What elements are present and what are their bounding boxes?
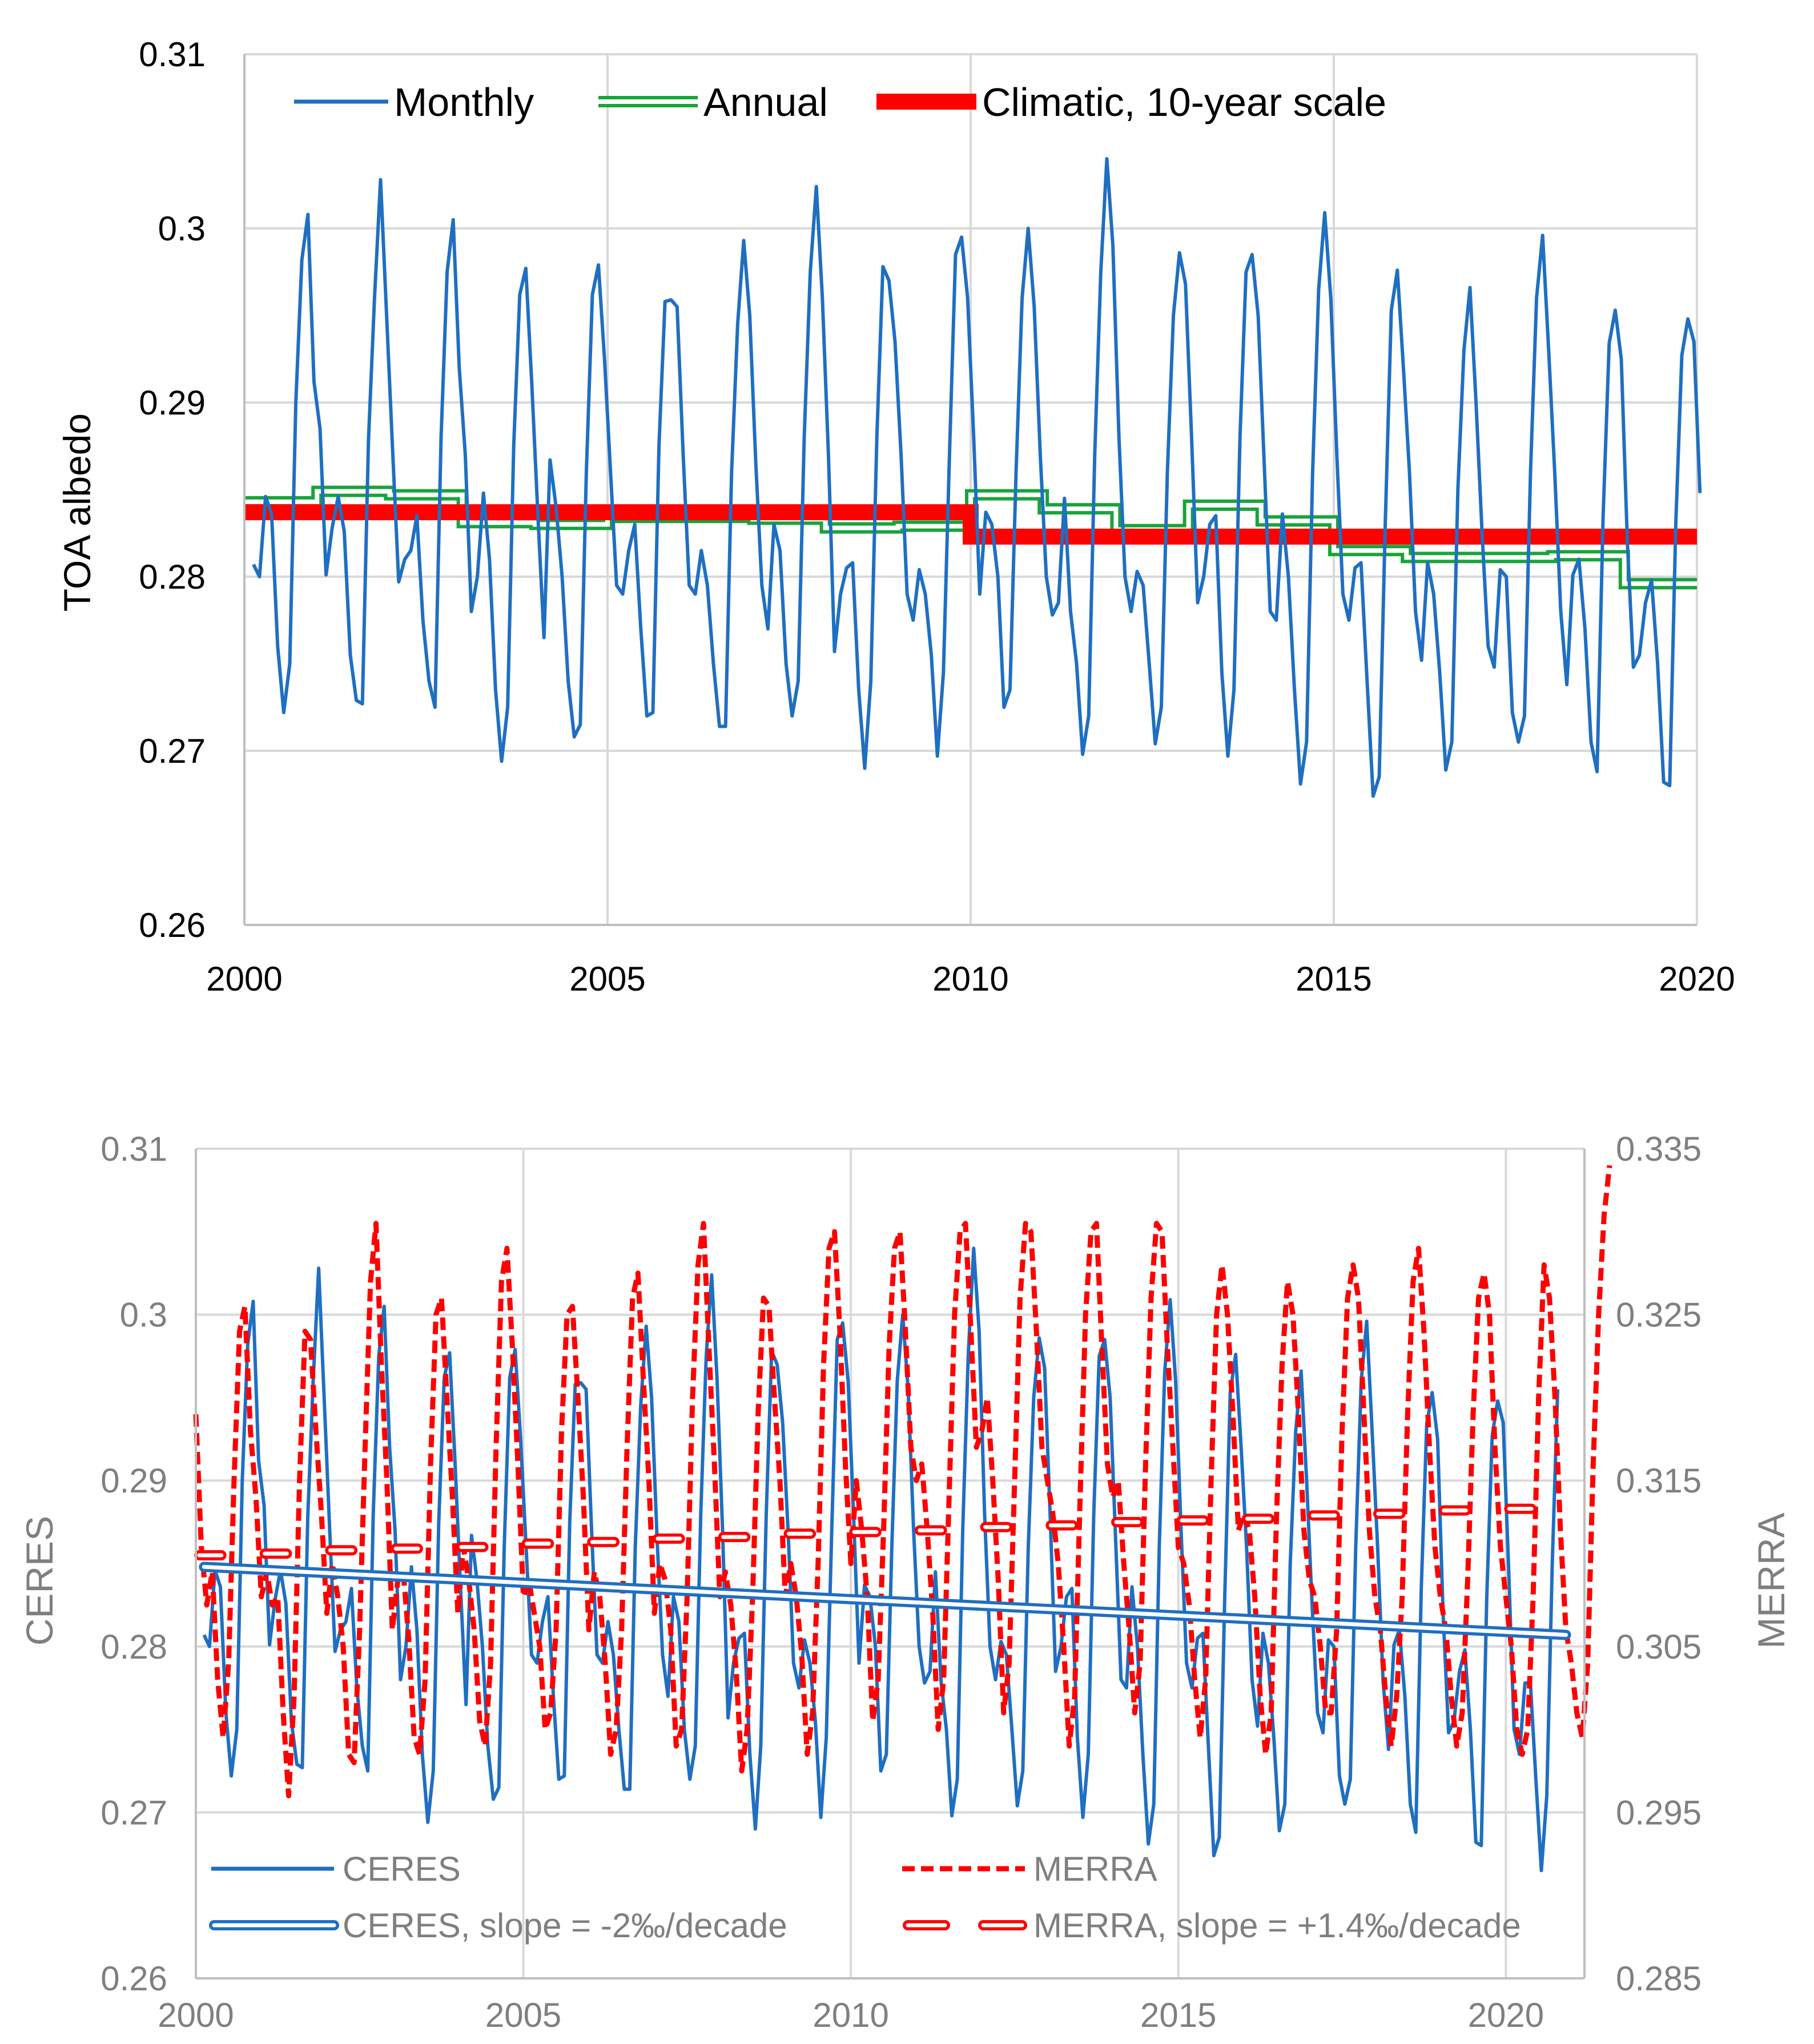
y-tick-label: 0.27 [100, 1793, 167, 1832]
legend-label-ceres: CERES [343, 1850, 461, 1888]
legend-label-monthly: Monthly [394, 80, 534, 124]
y-tick-label: 0.3 [120, 1296, 167, 1334]
x-tick-label: 2020 [1659, 960, 1735, 998]
y-tick-label: 0.29 [100, 1462, 167, 1500]
chart-bottom-ceres-merra: 0.26 0.27 0.28 0.29 0.3 0.31 0.285 0.295 0.305 0.… [18, 1130, 1792, 2034]
y2-tick-label: 0.335 [1616, 1130, 1702, 1168]
legend-label-merra: MERRA [1033, 1850, 1157, 1888]
x-tick-label: 2000 [158, 1996, 234, 2034]
x-tick-label: 2000 [206, 960, 282, 998]
x-tick-label: 2015 [1296, 960, 1371, 998]
y2-tick-label: 0.305 [1616, 1628, 1702, 1666]
y-tick-label: 0.29 [139, 384, 206, 422]
y2-axis-title: MERRA [1750, 1512, 1792, 1648]
y-tick-label: 0.27 [139, 732, 206, 770]
y2-tick-label: 0.325 [1616, 1296, 1702, 1334]
ceres-trend-line-inner [202, 1564, 1568, 1637]
x-tick-label: 2005 [569, 960, 645, 998]
chart-top-toa-albedo: 0.26 0.27 0.28 0.29 0.3 0.31 2000 2005 2010 2015 2… [56, 35, 1735, 998]
y-tick-label: 0.26 [100, 1959, 167, 1998]
x-tick-label: 2005 [485, 1996, 561, 2034]
y2-tick-label: 0.295 [1616, 1793, 1702, 1832]
y2-tick-label: 0.315 [1616, 1462, 1702, 1500]
y-tick-label: 0.26 [139, 906, 206, 944]
y-axis-title: CERES [18, 1516, 61, 1645]
y-tick-label: 0.31 [100, 1130, 167, 1168]
x-tick-label: 2010 [932, 960, 1008, 998]
series-merra [193, 1165, 1612, 1798]
x-tick-label: 2010 [813, 1996, 888, 2034]
x-tick-label: 2015 [1140, 1996, 1216, 2034]
legend-label-annual: Annual [703, 80, 828, 124]
legend-label-climatic: Climatic, 10-year scale [982, 80, 1386, 124]
series-ceres [202, 1246, 1560, 1873]
legend-label-merra-trend: MERRA, slope = +1.4‰/decade [1033, 1906, 1521, 1945]
y-tick-label: 0.31 [139, 35, 206, 74]
legend-label-ceres-trend: CERES, slope = -2‰/decade [343, 1906, 787, 1945]
y-tick-label: 0.28 [100, 1628, 167, 1666]
series-monthly [252, 157, 1702, 798]
y-axis-title: TOA albedo [56, 413, 98, 611]
y-tick-label: 0.28 [139, 558, 206, 596]
series-climatic [244, 504, 1697, 545]
x-tick-label: 2020 [1468, 1996, 1544, 2034]
y2-tick-label: 0.285 [1616, 1959, 1702, 1998]
y-tick-label: 0.3 [158, 210, 206, 248]
